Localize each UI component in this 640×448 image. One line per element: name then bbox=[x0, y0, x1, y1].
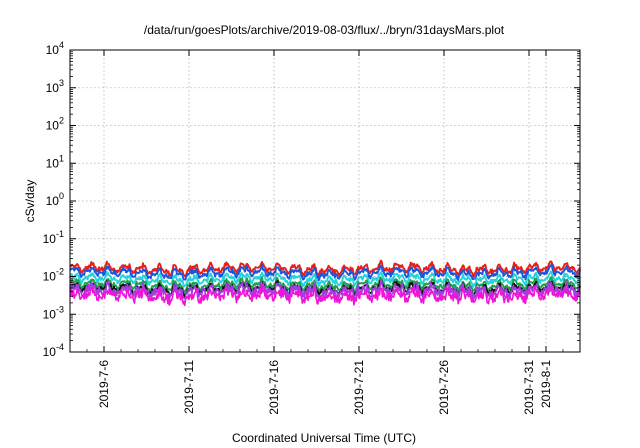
series-line bbox=[69, 263, 581, 282]
x-tick-label: 2019-7-16 bbox=[267, 360, 281, 415]
y-tick-label: 104 bbox=[46, 40, 64, 57]
y-axis: 10-4 10-3 10-2 10-1 100 101 102 103 104 bbox=[43, 40, 580, 359]
x-axis-label: Coordinated Universal Time (UTC) bbox=[232, 431, 416, 445]
series-line bbox=[69, 276, 581, 295]
y-tick-label: 10-3 bbox=[43, 304, 64, 321]
y-tick-label: 100 bbox=[46, 191, 64, 208]
y-tick-label: 102 bbox=[46, 116, 64, 133]
series-line bbox=[69, 270, 581, 288]
x-tick-label: 2019-7-21 bbox=[352, 360, 366, 415]
x-tick-label: 2019-8-1 bbox=[539, 360, 553, 408]
y-tick-label: 10-2 bbox=[43, 267, 64, 284]
x-tick-label: 2019-7-26 bbox=[437, 360, 451, 415]
y-tick-label: 103 bbox=[46, 78, 64, 95]
x-tick-label: 2019-7-11 bbox=[182, 360, 196, 414]
grid bbox=[70, 50, 580, 352]
series-group bbox=[69, 259, 581, 307]
chart-title: /data/run/goesPlots/archive/2019-08-03/f… bbox=[144, 23, 505, 37]
y-tick-label: 10-4 bbox=[43, 342, 64, 359]
series-line bbox=[69, 259, 581, 278]
y-tick-label: 10-1 bbox=[43, 229, 64, 246]
series-line bbox=[69, 284, 581, 307]
x-tick-label: 2019-7-31 bbox=[522, 360, 536, 415]
y-axis-label: cSv/day bbox=[23, 180, 37, 223]
y-tick-label: 101 bbox=[46, 153, 64, 170]
x-tick-label: 2019-7-6 bbox=[97, 360, 111, 408]
x-axis: 2019-7-6 2019-7-11 2019-7-16 2019-7-21 2019-… bbox=[69, 50, 581, 415]
